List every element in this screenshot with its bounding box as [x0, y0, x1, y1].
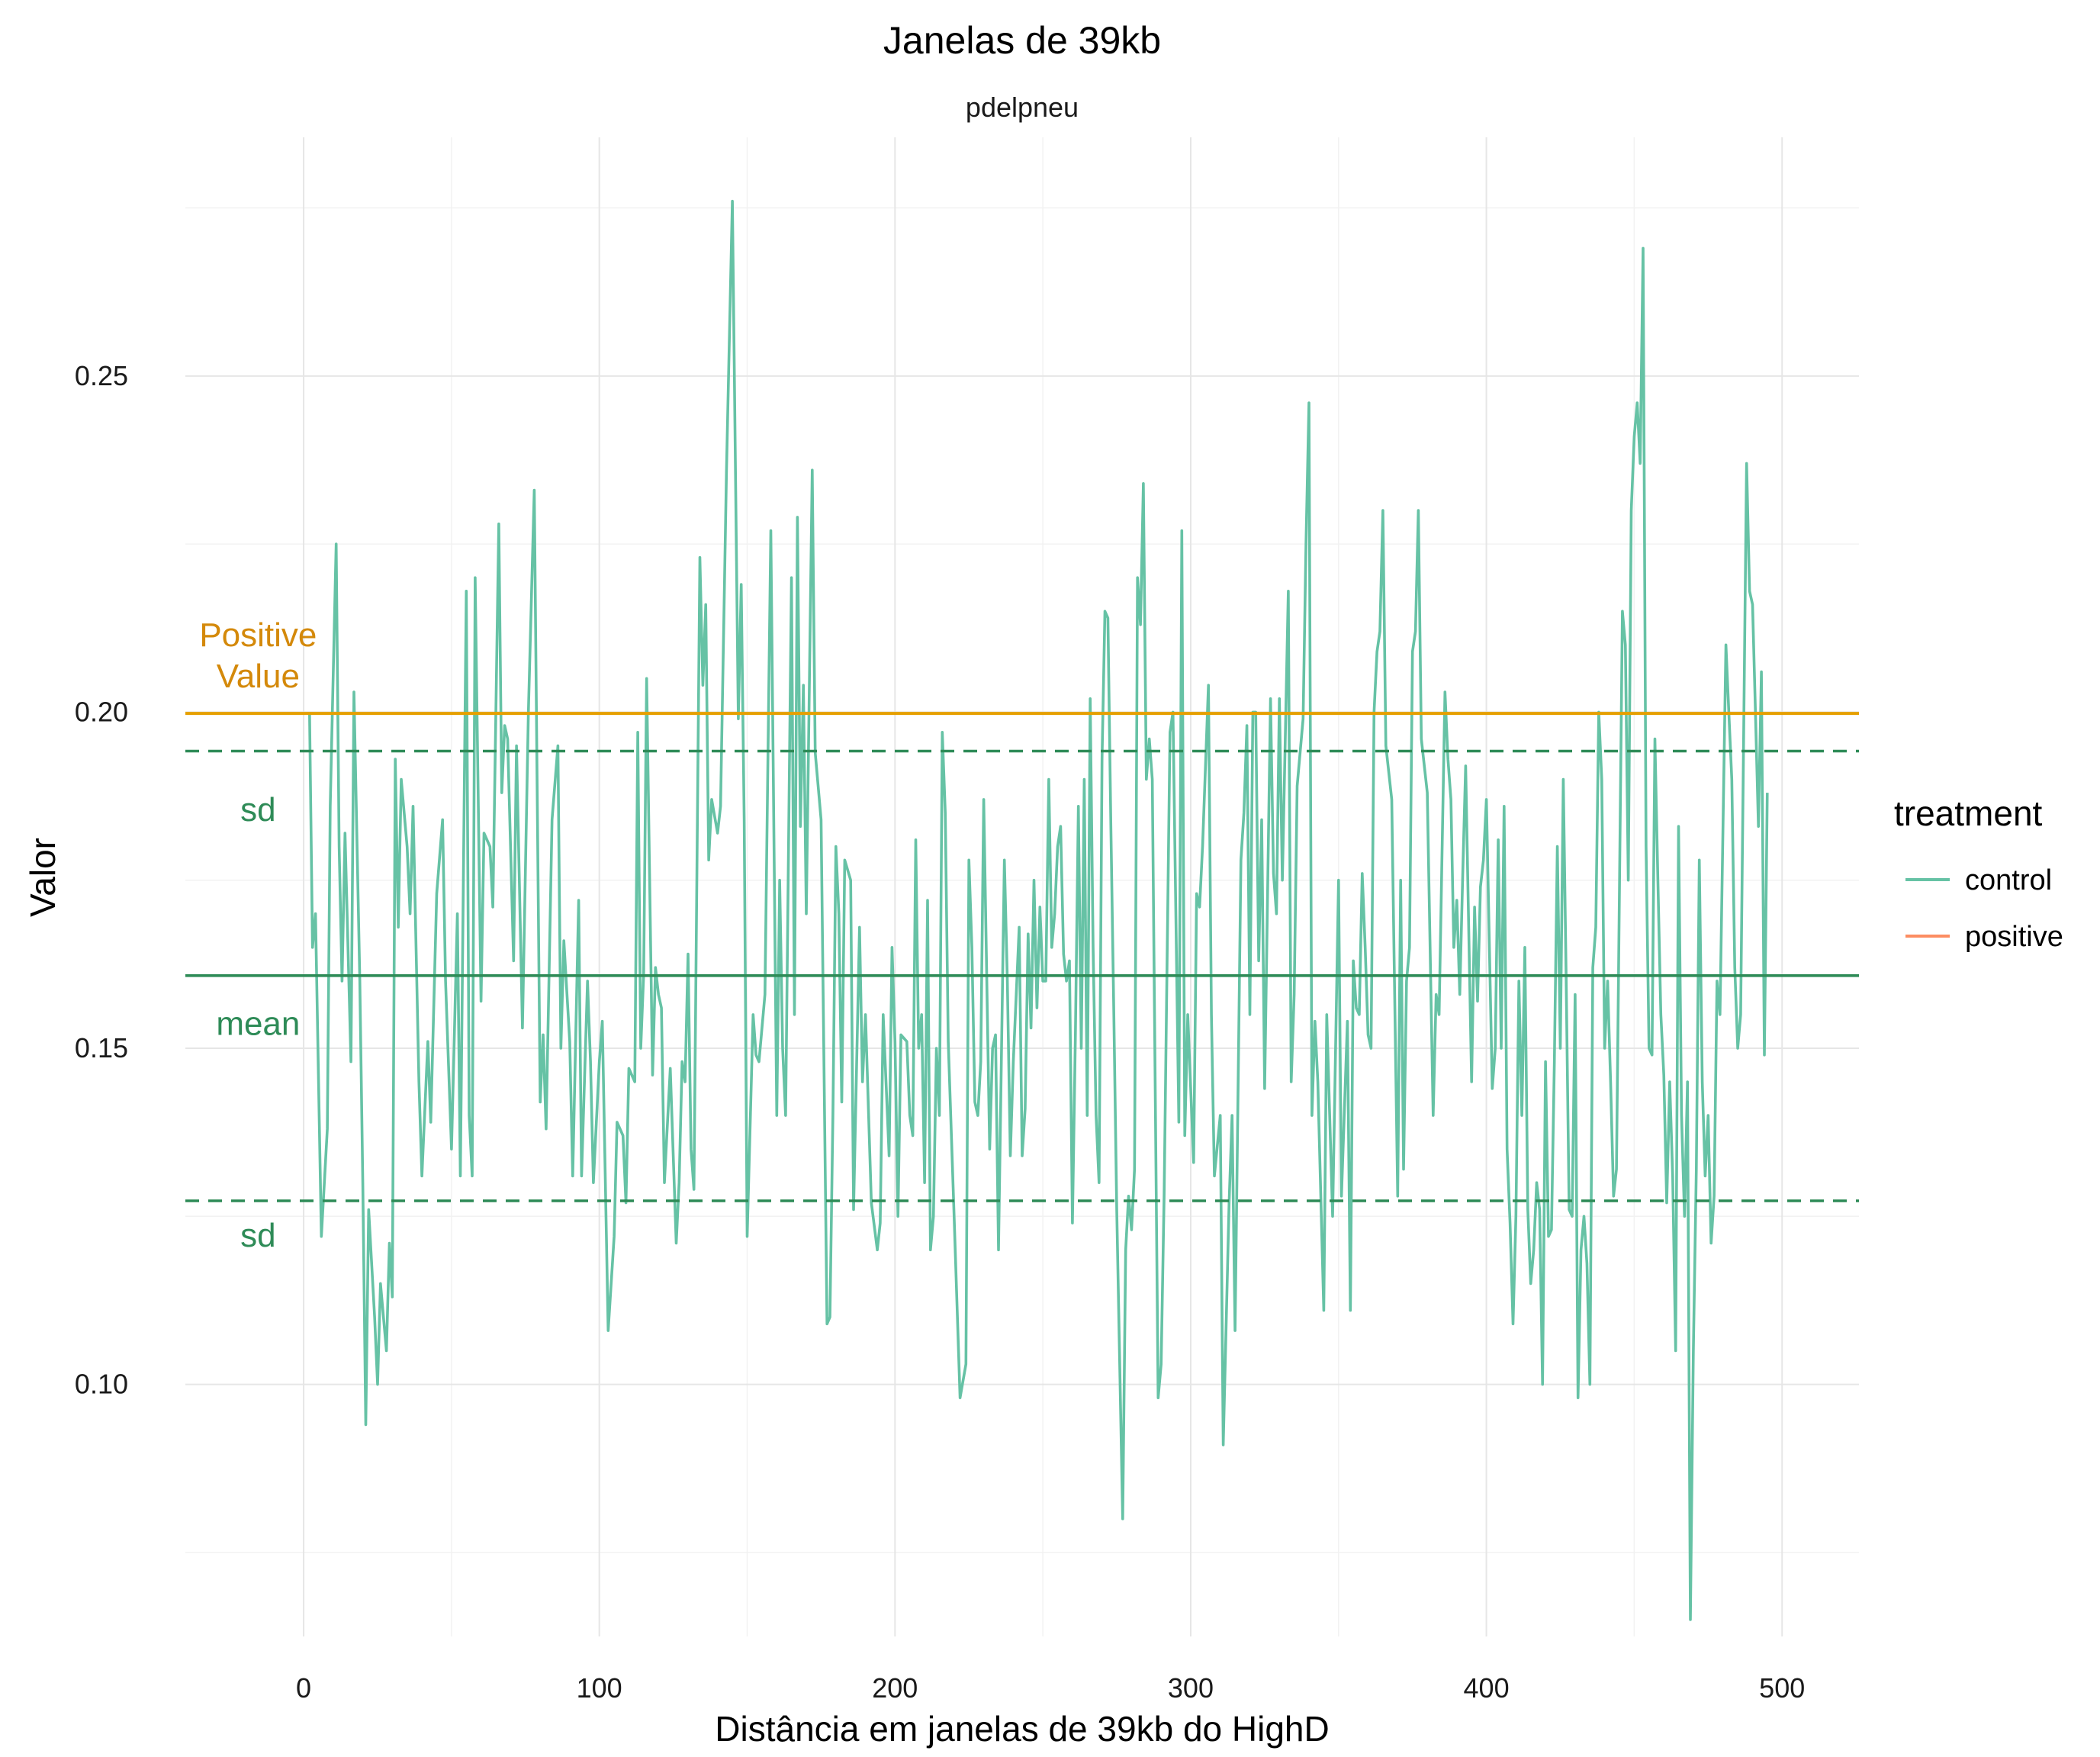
y-tick-labels: 0.10 0.15 0.20 0.25: [75, 360, 128, 1400]
chart-subtitle: pdelpneu: [966, 92, 1079, 123]
y-tick-label: 0.20: [75, 696, 128, 727]
series-lines: [308, 199, 1769, 1621]
legend-label-control: control: [1965, 864, 2052, 896]
reference-lines: [185, 712, 1859, 1202]
y-tick-label: 0.25: [75, 360, 128, 391]
y-axis-title: Valor: [23, 838, 63, 917]
y-tick-label: 0.10: [75, 1369, 128, 1400]
x-tick-labels: 0 100 200 300 400 500: [296, 1672, 1805, 1704]
x-tick-label: 300: [1168, 1672, 1214, 1704]
annotation-label: mean: [216, 1005, 300, 1042]
y-tick-label: 0.15: [75, 1032, 128, 1064]
legend: treatment control positive: [1894, 793, 2063, 953]
series-line-control: [308, 199, 1769, 1621]
annotation-label: sd: [240, 1217, 275, 1254]
x-tick-label: 400: [1464, 1672, 1510, 1704]
chart-title: Janelas de 39kb: [883, 19, 1161, 62]
legend-title: treatment: [1894, 793, 2043, 833]
x-tick-label: 100: [577, 1672, 622, 1704]
annotations: Positive Value sd mean sd: [199, 616, 317, 1254]
annotation-label: Positive: [199, 616, 317, 654]
x-axis-title: Distância em janelas de 39kb do HighD: [715, 1709, 1329, 1749]
x-tick-label: 0: [296, 1672, 311, 1704]
legend-label-positive: positive: [1965, 921, 2063, 953]
annotation-label: Value: [217, 658, 300, 695]
x-tick-label: 500: [1759, 1672, 1805, 1704]
grid: [185, 137, 1859, 1636]
annotation-label: sd: [240, 791, 275, 829]
x-tick-label: 200: [872, 1672, 918, 1704]
